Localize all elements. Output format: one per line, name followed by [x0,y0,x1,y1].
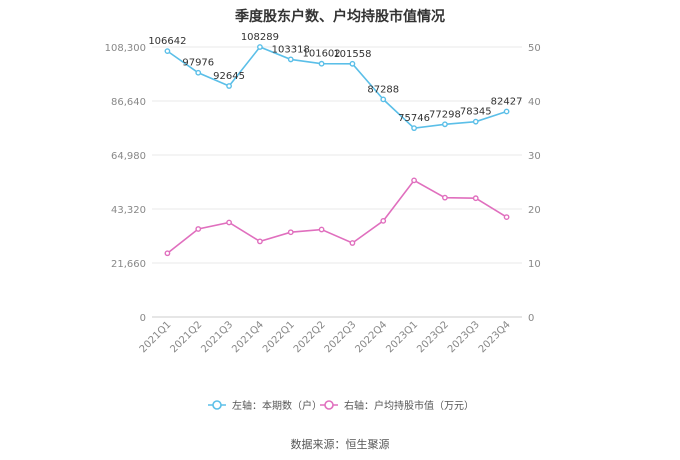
avg-holding-value-point [164,250,171,257]
holders-count-point [164,48,171,55]
x-axis-tick-label: 2022Q4 [354,319,390,355]
data-label: 82427 [491,97,523,108]
x-axis-tick-label: 2022Q3 [323,319,359,355]
holders-count-point [380,96,387,103]
data-label: 78345 [460,107,492,118]
avg-holding-value-point [226,219,232,226]
avg-holding-value-point [257,238,263,245]
legend-item-holders-count-marker [212,400,222,410]
right-axis-tick-label: 10 [528,259,541,270]
data-label: 106642 [148,36,186,47]
x-axis-tick-label: 2022Q2 [292,319,328,355]
left-axis-tick-label: 108,300 [105,43,146,54]
data-label: 101602 [302,49,340,60]
avg-holding-value-point [411,177,417,184]
right-axis-tick-label: 50 [528,43,541,54]
holders-count-point [257,44,263,50]
holders-count-point [442,121,448,128]
holders-count-point [411,125,417,132]
holders-count-line [166,46,507,129]
avg-holding-value-point [472,195,479,202]
x-axis-tick-label: 2021Q3 [199,319,235,355]
data-label: 101558 [333,49,371,60]
x-axis-tick-label: 2021Q4 [230,319,266,355]
left-axis-tick-label: 64,980 [111,151,146,162]
chart-title: 季度股东户数、户均持股市值情况 [235,9,445,25]
x-axis-tick-label: 2023Q4 [477,319,513,355]
holders-count-point [226,83,232,89]
data-label: 75746 [398,113,430,124]
holders-count-point [503,108,510,115]
data-label: 103318 [272,44,310,55]
left-axis-tick-label: 43,320 [111,205,146,216]
x-axis-tick-label: 2021Q1 [138,319,174,355]
avg-holding-value-point [349,240,356,246]
right-axis-tick-label: 30 [528,151,541,162]
left-axis-tick-label: 21,660 [111,259,146,270]
data-label: 92645 [213,71,245,82]
right-axis-tick-label: 0 [528,313,534,324]
avg-holding-value-point [503,214,510,221]
x-axis-tick-label: 2023Q2 [415,319,451,355]
holders-count-point [195,69,202,76]
avg-holding-value-point [442,194,448,201]
x-axis-tick-label: 2022Q1 [261,319,297,355]
data-label: 97976 [182,58,214,69]
data-label: 77298 [429,109,461,120]
holders-count-point [349,60,356,67]
avg-holding-value-line [166,179,508,254]
left-axis-tick-label: 86,640 [111,97,146,108]
legend-item-avg-holding-value-label: 右轴：户均持股市值（万元） [344,399,474,412]
data-source: 数据来源：恒生聚源 [290,438,390,451]
x-axis-tick-label: 2021Q2 [169,319,205,355]
holders-count-point [318,60,325,67]
legend-item-holders-count-label: 左轴：本期数（户） [232,399,322,412]
data-label: 87288 [367,84,399,95]
holders-count-point [287,56,294,63]
right-axis-tick-label: 40 [528,97,541,108]
x-axis-tick-label: 2023Q1 [384,319,420,355]
avg-holding-value-point [380,217,387,224]
holders-count-point [472,118,479,125]
right-axis-tick-label: 20 [528,205,541,216]
legend-item-avg-holding-value-marker [324,400,334,410]
data-label: 108289 [241,32,279,43]
avg-holding-value-point [195,226,202,232]
avg-holding-value-point [287,229,294,236]
left-axis-tick-label: 0 [140,313,146,324]
x-axis-tick-label: 2023Q3 [446,319,482,355]
avg-holding-value-point [318,226,325,233]
